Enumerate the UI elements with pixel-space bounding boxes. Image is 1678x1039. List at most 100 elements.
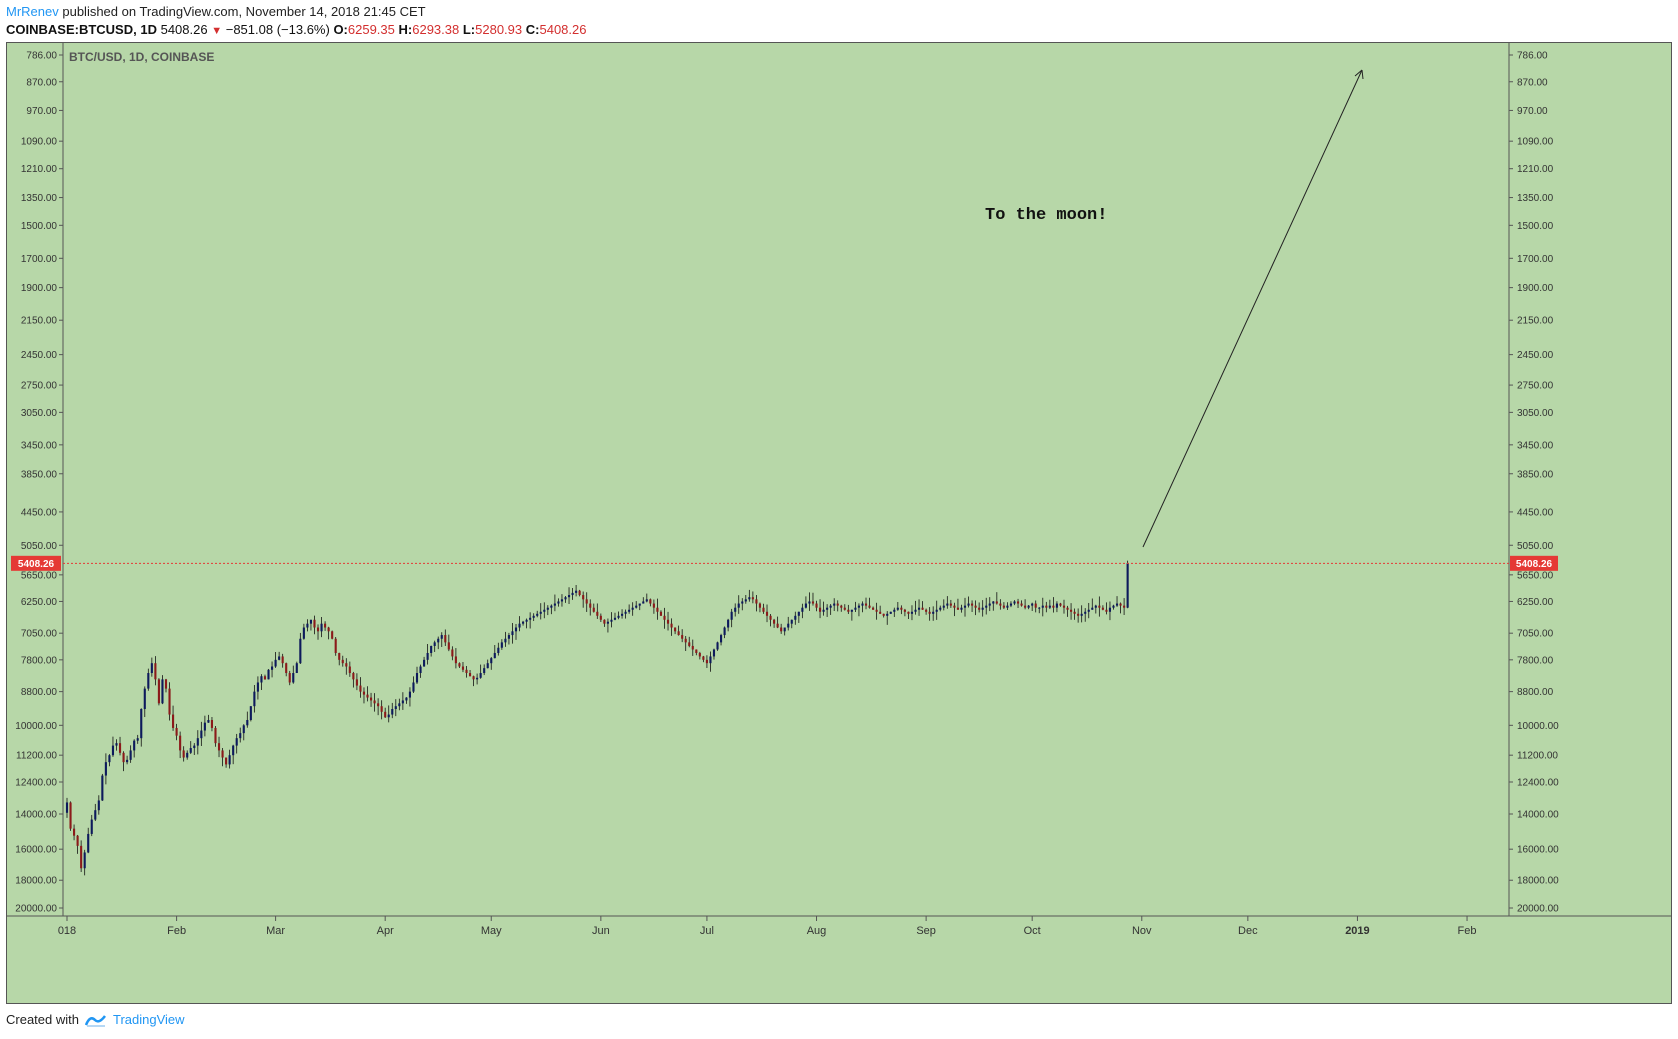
y-tick-label-right: 1700.00: [1517, 254, 1554, 265]
candle: [412, 676, 415, 694]
svg-text:5408.26: 5408.26: [1516, 559, 1553, 570]
y-tick-label-right: 1500.00: [1517, 221, 1554, 232]
y-tick-label-right: 2150.00: [1517, 316, 1554, 327]
y-tick-label-right: 2450.00: [1517, 350, 1554, 361]
candle: [348, 661, 351, 677]
candle: [532, 613, 535, 622]
candle: [674, 627, 677, 635]
candle: [398, 698, 401, 711]
candle: [1009, 601, 1013, 608]
y-tick-label-left: 4450.00: [21, 507, 58, 518]
y-tick-label-right: 1090.00: [1517, 137, 1554, 148]
y-tick-label-right: 16000.00: [1517, 845, 1559, 856]
candle: [1080, 605, 1083, 623]
candle: [235, 733, 238, 754]
candle: [175, 723, 178, 741]
candle: [172, 705, 175, 731]
y-tick-label-left: 3850.00: [21, 469, 58, 480]
moon-annotation[interactable]: To the moon!: [985, 206, 1107, 225]
candle: [684, 635, 687, 651]
chart-panel[interactable]: 786.00 870.00 970.00 1090.00 1210.00 1350.00 1…: [6, 42, 1672, 1004]
candle: [971, 600, 974, 613]
y-tick-label-left: 20000.00: [15, 904, 57, 915]
y-tick-label-left: 1700.00: [21, 254, 58, 265]
candle: [705, 655, 708, 669]
y-tick-label-right: 1210.00: [1517, 164, 1554, 175]
candle: [281, 653, 284, 668]
price-chart[interactable]: 786.00 870.00 970.00 1090.00 1210.00 1350.00 1…: [7, 43, 1671, 1003]
y-tick-label-right: 18000.00: [1517, 876, 1559, 887]
candle: [522, 620, 525, 626]
low-value: 5280.93: [475, 22, 523, 37]
y-tick-label-right: 1900.00: [1517, 283, 1554, 294]
y-tick-label-left: 2750.00: [21, 381, 58, 392]
candle: [525, 618, 528, 629]
candle: [203, 715, 206, 737]
candle: [621, 609, 624, 619]
candle: [1031, 602, 1034, 612]
candle: [274, 651, 277, 668]
candle: [164, 678, 168, 693]
y-tick-label-right: 11200.00: [1517, 751, 1558, 762]
y-tick-label-right: 2750.00: [1517, 381, 1554, 392]
candle: [246, 711, 249, 728]
candle: [1038, 606, 1041, 614]
candle: [362, 687, 366, 704]
symbol-label: COINBASE:BTCUSD, 1D: [6, 22, 157, 37]
candle: [426, 643, 429, 665]
down-triangle-icon: ▼: [211, 25, 223, 37]
candle: [341, 655, 344, 667]
y-axis-right: 786.00 870.00 970.00 1090.00 1210.00 1350.00 1…: [1509, 51, 1559, 915]
candle: [514, 623, 518, 640]
candle: [111, 736, 115, 757]
candle: [833, 598, 836, 612]
candle: [932, 606, 935, 621]
author-link[interactable]: MrRenev: [6, 4, 59, 19]
candle: [486, 659, 489, 669]
moon-arrow[interactable]: [1142, 69, 1364, 548]
candle: [613, 612, 617, 621]
candle: [741, 598, 744, 611]
candle: [1034, 600, 1037, 613]
candle: [1084, 608, 1087, 622]
y-tick-label-right: 12400.00: [1517, 778, 1559, 789]
candle: [974, 600, 977, 616]
candle: [762, 603, 765, 614]
candle: [150, 657, 153, 677]
candle: [985, 597, 988, 615]
candle: [730, 608, 733, 628]
candle: [359, 677, 362, 698]
x-tick-label: Aug: [807, 925, 827, 937]
candle: [794, 611, 797, 625]
candle: [126, 755, 129, 765]
candle: [242, 724, 245, 741]
candle: [394, 699, 397, 717]
y-tick-label-right: 1350.00: [1517, 193, 1554, 204]
candle: [472, 675, 475, 687]
candle: [270, 661, 274, 678]
candle: [567, 587, 571, 604]
candle: [415, 666, 419, 685]
candle: [790, 619, 793, 629]
y-tick-label-right: 14000.00: [1517, 809, 1559, 820]
candle: [857, 603, 861, 617]
candle: [408, 687, 411, 707]
candle: [73, 824, 76, 841]
candle: [444, 629, 447, 646]
y-tick-label-right: 4450.00: [1517, 507, 1554, 518]
candle: [140, 708, 143, 747]
candle: [698, 651, 701, 660]
y-tick-label-right: 970.00: [1517, 106, 1548, 117]
x-tick-label: Oct: [1024, 925, 1041, 937]
candle: [196, 730, 199, 755]
candle: [787, 616, 790, 631]
candle: [585, 592, 588, 612]
candle: [659, 610, 663, 616]
candle: [670, 618, 673, 636]
candle: [511, 623, 514, 644]
candle: [818, 599, 822, 619]
candle: [910, 605, 914, 621]
y-tick-label-left: 3450.00: [21, 440, 58, 451]
candle: [80, 840, 83, 873]
tradingview-link[interactable]: TradingView: [112, 1012, 185, 1027]
